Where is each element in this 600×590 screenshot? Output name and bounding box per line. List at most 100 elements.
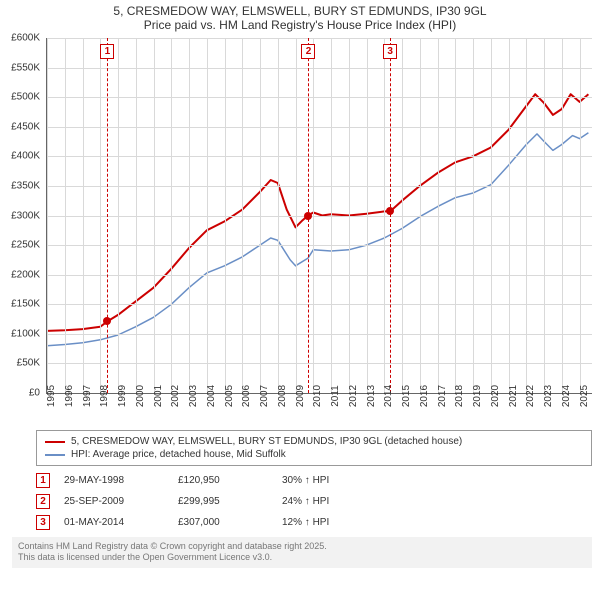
gridline-h: [47, 38, 592, 39]
series-line-price_paid: [47, 94, 588, 331]
gridline-h: [47, 68, 592, 69]
gridline-v: [349, 38, 350, 393]
gridline-h: [47, 304, 592, 305]
gridline-v: [473, 38, 474, 393]
legend: 5, CRESMEDOW WAY, ELMSWELL, BURY ST EDMU…: [36, 430, 592, 466]
gridline-v: [402, 38, 403, 393]
event-badge-3: 3: [383, 44, 397, 59]
gridline-v: [65, 38, 66, 393]
legend-row: 5, CRESMEDOW WAY, ELMSWELL, BURY ST EDMU…: [45, 435, 583, 448]
event-row-badge: 3: [36, 515, 50, 530]
event-row-price: £299,995: [178, 496, 268, 507]
gridline-h: [47, 363, 592, 364]
gridline-v: [154, 38, 155, 393]
chart-title: 5, CRESMEDOW WAY, ELMSWELL, BURY ST EDMU…: [0, 0, 600, 34]
y-tick-label: £0: [29, 388, 40, 399]
y-tick-label: £550K: [11, 62, 40, 73]
gridline-v: [83, 38, 84, 393]
footer-line-2: This data is licensed under the Open Gov…: [18, 552, 586, 563]
event-row: 2 25-SEP-2009 £299,995 24% ↑ HPI: [36, 491, 592, 512]
gridline-v: [367, 38, 368, 393]
gridline-v: [455, 38, 456, 393]
event-marker-1: [103, 317, 111, 325]
event-badge-2: 2: [301, 44, 315, 59]
legend-swatch: [45, 454, 65, 456]
gridline-v: [384, 38, 385, 393]
gridline-v: [544, 38, 545, 393]
y-tick-label: £150K: [11, 299, 40, 310]
gridline-h: [47, 97, 592, 98]
y-tick-label: £400K: [11, 151, 40, 162]
event-row-badge: 2: [36, 494, 50, 509]
legend-label: HPI: Average price, detached house, Mid …: [71, 449, 286, 460]
gridline-v: [438, 38, 439, 393]
y-tick-label: £500K: [11, 92, 40, 103]
gridline-h: [47, 216, 592, 217]
y-tick-label: £350K: [11, 180, 40, 191]
x-tick-label: 2025: [579, 385, 600, 407]
y-axis-labels: £0£50K£100K£150K£200K£250K£300K£350K£400…: [4, 38, 44, 394]
event-row-badge: 1: [36, 473, 50, 488]
gridline-v: [100, 38, 101, 393]
event-marker-3: [386, 207, 394, 215]
gridline-v: [562, 38, 563, 393]
y-tick-label: £250K: [11, 240, 40, 251]
gridline-h: [47, 245, 592, 246]
gridline-h: [47, 275, 592, 276]
event-line-1: [107, 38, 108, 393]
gridline-v: [225, 38, 226, 393]
event-row-price: £120,950: [178, 475, 268, 486]
gridline-v: [420, 38, 421, 393]
y-tick-label: £50K: [17, 358, 40, 369]
gridline-h: [47, 186, 592, 187]
gridline-h: [47, 334, 592, 335]
y-tick-label: £100K: [11, 328, 40, 339]
event-row-date: 01-MAY-2014: [64, 517, 164, 528]
gridline-v: [47, 38, 48, 393]
event-row-price: £307,000: [178, 517, 268, 528]
series-line-hpi: [47, 133, 588, 346]
gridline-v: [313, 38, 314, 393]
gridline-v: [118, 38, 119, 393]
event-row: 3 01-MAY-2014 £307,000 12% ↑ HPI: [36, 512, 592, 533]
event-marker-2: [304, 212, 312, 220]
event-row-delta: 24% ↑ HPI: [282, 496, 382, 507]
x-axis-labels: 1995199619971998199920002001200220032004…: [46, 396, 592, 424]
gridline-v: [278, 38, 279, 393]
event-row: 1 29-MAY-1998 £120,950 30% ↑ HPI: [36, 470, 592, 491]
chart-area: £0 £50K £100K £150K £200K £250K £300K £350K £400…: [4, 34, 596, 424]
title-line-1: 5, CRESMEDOW WAY, ELMSWELL, BURY ST EDMU…: [8, 4, 592, 18]
event-row-date: 25-SEP-2009: [64, 496, 164, 507]
gridline-h: [47, 127, 592, 128]
gridline-v: [331, 38, 332, 393]
attribution-footer: Contains HM Land Registry data © Crown c…: [12, 537, 592, 568]
event-badge-1: 1: [100, 44, 114, 59]
gridline-v: [580, 38, 581, 393]
gridline-v: [296, 38, 297, 393]
legend-swatch: [45, 441, 65, 443]
event-row-date: 29-MAY-1998: [64, 475, 164, 486]
gridline-v: [509, 38, 510, 393]
title-line-2: Price paid vs. HM Land Registry's House …: [8, 18, 592, 32]
legend-row: HPI: Average price, detached house, Mid …: [45, 448, 583, 461]
gridline-v: [189, 38, 190, 393]
gridline-v: [136, 38, 137, 393]
y-tick-label: £450K: [11, 121, 40, 132]
events-table: 1 29-MAY-1998 £120,950 30% ↑ HPI 2 25-SEP-200…: [36, 470, 592, 533]
gridline-v: [242, 38, 243, 393]
gridline-h: [47, 156, 592, 157]
gridline-v: [260, 38, 261, 393]
gridline-v: [207, 38, 208, 393]
event-line-3: [390, 38, 391, 393]
y-tick-label: £600K: [11, 33, 40, 44]
gridline-v: [491, 38, 492, 393]
footer-line-1: Contains HM Land Registry data © Crown c…: [18, 541, 586, 552]
event-row-delta: 12% ↑ HPI: [282, 517, 382, 528]
gridline-v: [171, 38, 172, 393]
legend-label: 5, CRESMEDOW WAY, ELMSWELL, BURY ST EDMU…: [71, 436, 462, 447]
y-tick-label: £200K: [11, 269, 40, 280]
event-row-delta: 30% ↑ HPI: [282, 475, 382, 486]
gridline-v: [526, 38, 527, 393]
plot-area: 1 2 3: [46, 38, 592, 394]
y-tick-label: £300K: [11, 210, 40, 221]
